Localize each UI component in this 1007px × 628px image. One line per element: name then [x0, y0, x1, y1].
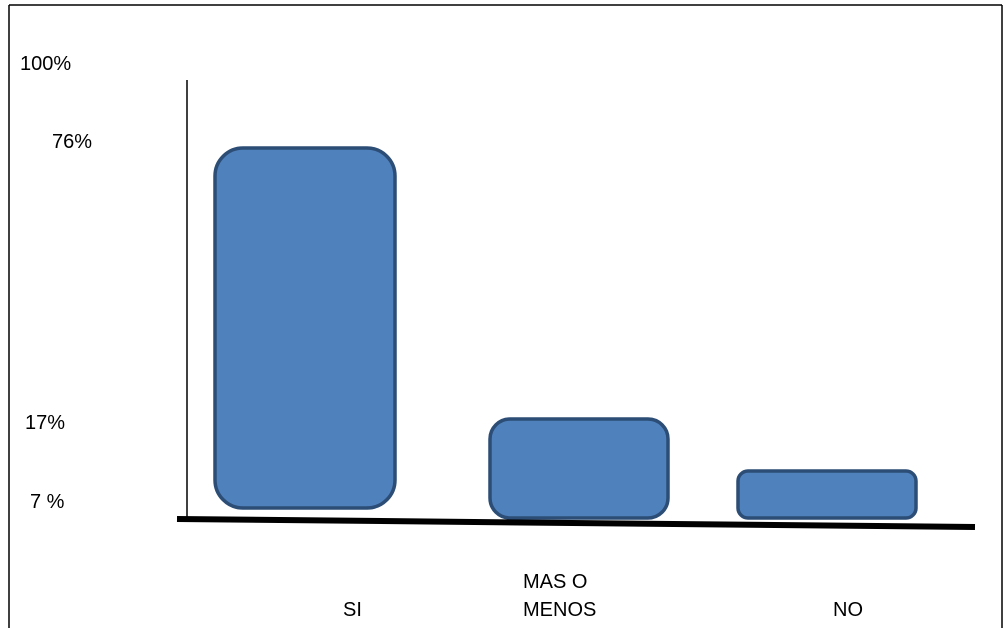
axes-layer: [176, 80, 976, 530]
bar-0: [213, 146, 397, 510]
value-label: 17%: [25, 412, 66, 434]
category-label: MAS O MENOS: [523, 571, 597, 621]
x-axis-line: [176, 516, 976, 530]
category-label: NO: [833, 599, 863, 621]
bar-1: [488, 417, 670, 520]
category-label: SI: [343, 599, 362, 621]
value-label: 76%: [52, 131, 93, 153]
axis-top-label: 100%: [20, 53, 72, 75]
bars-layer: [213, 146, 918, 520]
value-label: 7 %: [30, 491, 65, 513]
bar-2: [736, 469, 918, 520]
chart-border: [8, 4, 1003, 628]
